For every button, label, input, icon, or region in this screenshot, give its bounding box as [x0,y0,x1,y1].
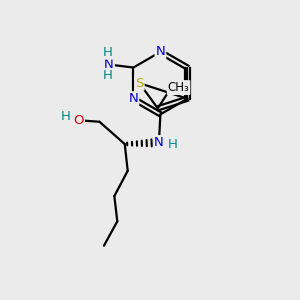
Text: H: H [103,46,112,59]
Text: N: N [128,92,138,105]
Text: H: H [103,69,112,82]
Text: O: O [74,114,84,127]
Text: CH₃: CH₃ [168,81,189,94]
Text: S: S [135,76,144,90]
Text: N: N [155,45,165,58]
Text: N: N [104,58,114,71]
Text: H: H [167,138,177,151]
Text: H: H [61,110,71,123]
Text: N: N [154,136,164,149]
